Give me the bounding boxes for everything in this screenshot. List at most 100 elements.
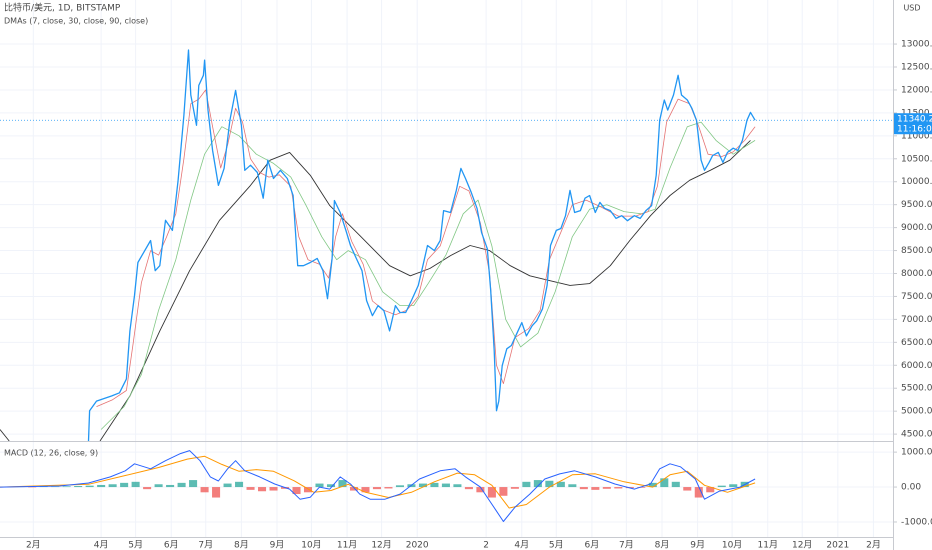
x-tick-label: 11月 — [758, 540, 778, 550]
histogram-bar — [326, 484, 336, 488]
histogram-bar — [258, 487, 267, 492]
histogram-bar — [143, 487, 152, 490]
histogram-bar — [591, 487, 600, 490]
y-tick-label: 6000.00 — [901, 361, 932, 371]
histogram-bar — [235, 481, 244, 488]
histogram-bar — [108, 484, 117, 488]
y-tick-label: 8500.00 — [901, 246, 932, 256]
histogram-bar — [85, 485, 94, 488]
x-tick-label: 8月 — [234, 540, 249, 550]
histogram-bar — [487, 487, 496, 498]
histogram-bar — [499, 487, 508, 496]
histogram-bar — [533, 480, 542, 488]
histogram-bar — [292, 487, 301, 495]
x-tick-label: 7月 — [619, 540, 634, 550]
x-tick-label: 6月 — [585, 540, 600, 550]
y-tick-label: 0.00 — [901, 483, 921, 493]
x-tick-label: 4月 — [514, 540, 529, 550]
y-tick-label: 12500.00 — [901, 62, 932, 72]
x-tick-label: 5月 — [549, 540, 564, 550]
histogram-bar — [361, 487, 370, 493]
x-tick-label: 9月 — [690, 540, 705, 550]
histogram-bar — [177, 482, 186, 488]
x-tick-label: 6月 — [164, 540, 179, 550]
histogram-bar — [510, 487, 519, 489]
histogram-bar — [441, 483, 450, 488]
histogram-bar — [430, 482, 439, 488]
histogram-bar — [602, 487, 611, 489]
x-tick-label: 5月 — [128, 540, 143, 550]
histogram-bar — [166, 484, 175, 488]
histogram-bar — [614, 487, 623, 489]
histogram-bar — [315, 483, 324, 488]
x-tick-label: 11月 — [337, 540, 357, 550]
histogram-bar — [131, 481, 140, 488]
x-tick-label: 10月 — [722, 540, 742, 550]
histogram-bar — [717, 485, 726, 488]
indicator-title: DMAs (7, close, 30, close, 90, close) — [4, 17, 148, 26]
y-tick-label: 10000.00 — [901, 177, 932, 187]
histogram-bar — [338, 480, 347, 488]
x-tick-label: 9月 — [270, 540, 285, 550]
histogram-bar — [97, 484, 106, 488]
y-tick-label: 12000.00 — [901, 85, 932, 95]
histogram-bar — [729, 484, 738, 488]
series-line — [87, 49, 756, 442]
x-tick-label: 7月 — [198, 540, 213, 550]
y-tick-label: 8000.00 — [901, 269, 932, 279]
symbol-title: 比特币/美元, 1D, BITSTAMP — [4, 2, 121, 14]
y-tick-label: 13000.00 — [901, 40, 932, 50]
x-tick-label: 2月 — [26, 540, 41, 550]
series-line — [0, 450, 756, 522]
y-tick-label: 6500.00 — [901, 338, 932, 348]
histogram-bar — [545, 480, 554, 488]
y-tick-label: 7000.00 — [901, 315, 932, 325]
x-tick-label: 2月 — [866, 540, 881, 550]
histogram-bar — [706, 487, 715, 493]
macd-title: MACD (12, 26, close, 9) — [4, 449, 98, 458]
y-tick-label: 4500.00 — [901, 430, 932, 440]
x-tick-label: 12月 — [371, 540, 391, 550]
histogram-bar — [453, 484, 462, 488]
histogram-bar — [476, 487, 485, 493]
x-tick-label: 12月 — [792, 540, 812, 550]
histogram-bar — [62, 486, 71, 488]
histogram-bar — [660, 478, 669, 488]
histogram-bar — [384, 487, 393, 489]
histogram-bar — [120, 482, 129, 488]
series-line — [0, 455, 756, 509]
histogram-bar — [522, 481, 531, 488]
plot — [0, 49, 893, 522]
histogram-bar — [74, 486, 83, 488]
y-tick-label: 9000.00 — [901, 223, 932, 233]
histogram-bar — [464, 487, 473, 490]
histogram-bar — [579, 487, 588, 490]
histogram-bar — [200, 487, 209, 493]
price-tag — [894, 113, 932, 135]
x-tick-label: 2021 — [826, 541, 849, 550]
histogram-bar — [648, 482, 657, 488]
histogram-bar — [246, 487, 255, 490]
countdown-label: 11:16:02 — [897, 125, 932, 135]
histogram-bar — [568, 484, 577, 488]
histogram-bar — [395, 485, 404, 488]
x-tick-label: 10月 — [301, 540, 321, 550]
y-tick-label: 7500.00 — [901, 292, 932, 302]
histogram-bar — [269, 487, 278, 491]
histogram-bar — [154, 484, 163, 488]
histogram-bar — [212, 487, 221, 498]
last-price-label: 11340.27 — [897, 115, 932, 125]
histogram-bar — [694, 487, 703, 498]
axis-unit: USD — [903, 4, 920, 13]
histogram-bar — [349, 487, 359, 491]
histogram-bar — [556, 481, 565, 488]
series-line — [0, 140, 751, 442]
histogram-bar — [671, 481, 680, 488]
y-tick-label: 9500.00 — [901, 200, 932, 210]
y-tick-label: 1000.00 — [901, 448, 932, 458]
x-tick-label: 2020 — [406, 541, 429, 550]
histogram-bar — [418, 483, 427, 488]
histogram-bar — [189, 480, 198, 488]
